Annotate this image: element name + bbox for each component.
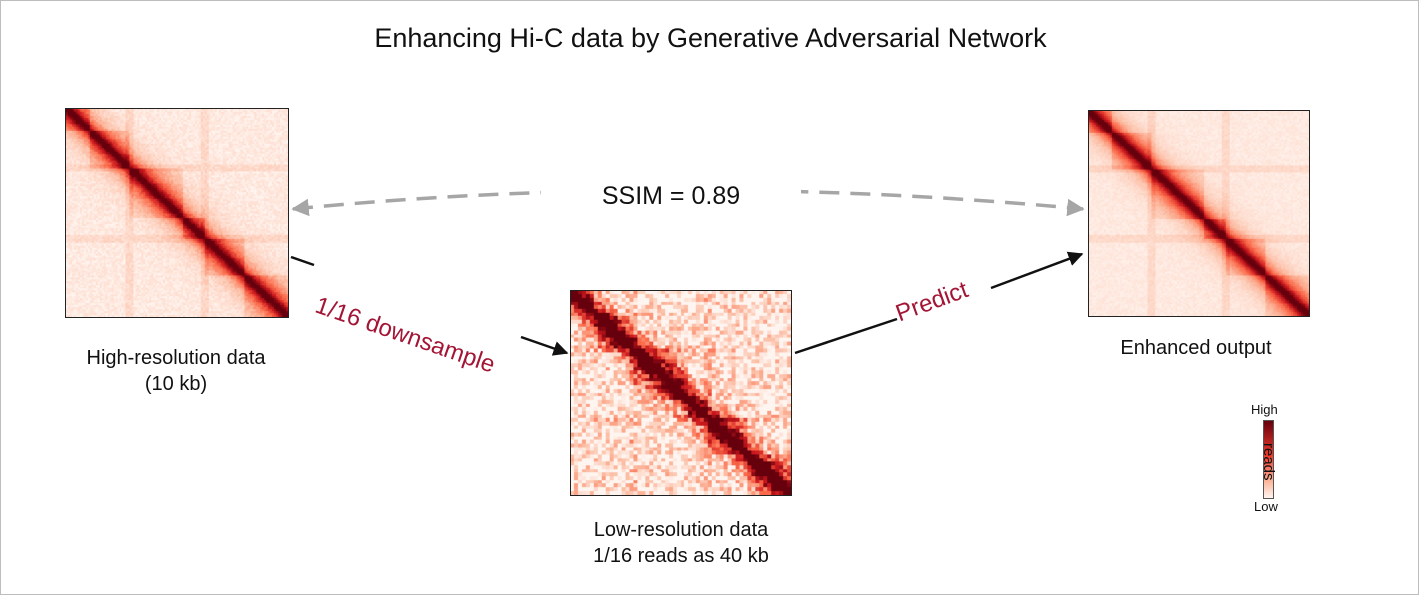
predict-arrow [794,317,898,355]
low-resolution-heatmap [570,290,792,496]
enhanced-output-caption: Enhanced output [1061,335,1331,361]
figure-title: Enhancing Hi-C data by Generative Advers… [374,23,1047,53]
high-caption-line1: High-resolution data [86,347,266,369]
colorbar-axis-label: reads [1260,443,1277,481]
high-caption-line2: (10 kb) [144,373,208,395]
enhanced-caption-text: Enhanced output [1120,337,1272,359]
ssim-label: SSIM = 0.89 [541,182,801,211]
downsample-arrow [290,255,315,267]
colorbar-high-label: High [1251,402,1278,417]
downsample-arrow-tail [520,335,569,356]
predict-arrow-tail [990,251,1084,290]
colorbar-low-label: Low [1254,499,1278,514]
high-resolution-caption: High-resolution data (10 kb) [41,345,311,397]
ssim-dashed-arrow [291,188,1085,217]
low-caption-line1: Low-resolution data [593,519,769,541]
high-resolution-heatmap [65,108,289,318]
enhanced-output-heatmap [1088,110,1310,317]
low-caption-line2: 1/16 reads as 40 kb [593,545,769,567]
colorbar [1263,420,1274,499]
low-resolution-caption: Low-resolution data 1/16 reads as 40 kb [531,517,831,569]
